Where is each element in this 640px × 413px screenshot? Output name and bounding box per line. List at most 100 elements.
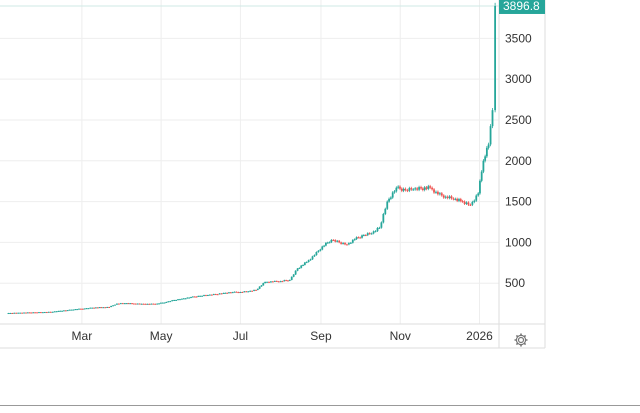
candle-body (116, 303, 118, 305)
candle-body (138, 303, 141, 305)
candle-body (461, 201, 464, 203)
candle-body (190, 297, 192, 299)
candle-body (152, 303, 155, 305)
candle-body (142, 303, 145, 305)
candle-body (300, 265, 303, 268)
candle-body (156, 303, 159, 305)
y-tick-label: 3000 (505, 72, 532, 86)
candle-body (173, 300, 176, 302)
candle-body (182, 298, 185, 300)
candle-body (158, 303, 160, 305)
candle-body (239, 292, 242, 294)
candle-body (378, 227, 381, 229)
candle-body (448, 196, 451, 199)
candle-body (446, 196, 449, 199)
candle-body (98, 307, 101, 309)
candle-body (264, 281, 266, 284)
candle-body (68, 309, 71, 311)
candle-body (344, 242, 346, 245)
candle-body (205, 295, 207, 297)
candle-body (159, 302, 162, 304)
candle-body (224, 292, 227, 294)
candle-body (288, 279, 291, 281)
candle-body (57, 310, 60, 312)
candle-body (380, 222, 383, 228)
y-tick-label: 3500 (505, 31, 532, 45)
candle-body (177, 299, 179, 301)
candle-body (311, 256, 314, 260)
candle-body (17, 312, 20, 314)
candle-body (435, 191, 437, 193)
candle-body (13, 312, 16, 314)
candle-body (317, 250, 320, 253)
x-tick-label: Mar (72, 329, 93, 343)
candle-body (23, 312, 25, 314)
candle-body (136, 303, 139, 305)
candle-body (74, 309, 77, 311)
candle-body (412, 189, 415, 191)
candle-body (64, 310, 67, 312)
last-price-label: 3896.8 (503, 0, 540, 13)
candle-body (475, 195, 478, 201)
candle-body (30, 312, 33, 314)
candle-body (353, 239, 356, 241)
candle-body (100, 307, 103, 309)
candle-body (229, 292, 232, 294)
candle-body (208, 294, 211, 296)
candle-body (95, 307, 97, 309)
candle-body (78, 308, 80, 310)
candle-body (59, 310, 62, 312)
candle-body (66, 310, 69, 312)
settings-gear-icon[interactable] (513, 332, 529, 348)
candle-body (361, 235, 363, 238)
candle-body (479, 180, 481, 194)
candle-body (382, 213, 385, 223)
candle-body (251, 290, 253, 292)
candle-body (55, 311, 58, 313)
candle-body (161, 302, 164, 304)
candle-body (243, 291, 246, 293)
candle-body (489, 126, 492, 145)
candle-body (406, 190, 409, 192)
candle-body (487, 144, 490, 148)
candle-body (175, 299, 177, 301)
candle-body (228, 292, 230, 294)
candle-body (188, 297, 191, 299)
candle-body (482, 160, 485, 172)
y-tick-label: 1000 (505, 235, 532, 249)
candle-body (330, 239, 333, 243)
candle-body (237, 292, 240, 294)
candle-body (458, 199, 460, 201)
candle-body (7, 313, 10, 315)
candle-body (368, 233, 371, 235)
candle-body (431, 187, 433, 190)
candle-body (408, 188, 411, 191)
candle-body (285, 280, 288, 282)
candle-body (437, 191, 439, 195)
candle-body (212, 294, 215, 296)
candle-body (452, 198, 455, 200)
candle-body (323, 245, 325, 247)
candle-body (305, 261, 308, 263)
candle-body (268, 281, 270, 283)
candle-body (473, 200, 476, 202)
candle-body (325, 242, 327, 246)
candle-body (480, 171, 483, 181)
candle-body (374, 231, 377, 233)
candle-body (118, 303, 120, 305)
candle-body (247, 291, 250, 293)
candle-body (11, 312, 14, 314)
candle-body (148, 303, 151, 305)
candle-body (444, 196, 447, 198)
candle-body (266, 281, 268, 283)
candle-body (421, 188, 424, 190)
candle-body (36, 312, 38, 314)
candle-body (233, 291, 236, 293)
candle-body (28, 312, 31, 314)
candle-body (440, 193, 443, 196)
candle-body (438, 193, 441, 195)
candle-body (119, 303, 122, 305)
candle-body (76, 309, 79, 311)
candle-body (41, 312, 44, 314)
